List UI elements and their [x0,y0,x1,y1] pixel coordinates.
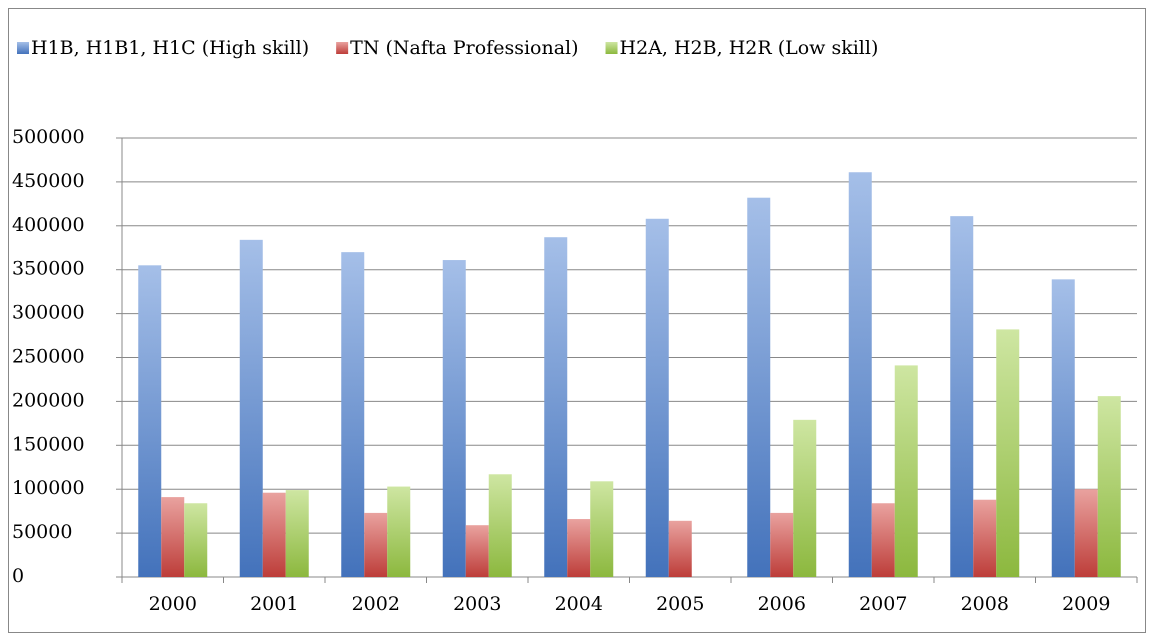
bar [544,237,568,578]
bar [161,497,185,577]
x-tick-label: 2005 [656,593,704,615]
bar [567,519,591,577]
y-tick-label: 450000 [12,170,85,192]
bar [793,419,817,577]
y-tick-label: 150000 [12,433,85,455]
x-tick-label: 2002 [352,593,400,615]
y-tick-label: 500000 [12,126,85,148]
bar [894,365,918,577]
x-tick-label: 2006 [758,593,806,615]
x-tick-label: 2004 [555,593,603,615]
bar [770,512,794,577]
legend-swatch [336,42,349,54]
bar [996,329,1020,577]
bar [1051,279,1075,577]
bar [1097,396,1121,577]
x-tick-label: 2008 [961,593,1009,615]
bar [465,525,489,577]
y-tick-label: 250000 [12,346,85,368]
legend-label: TN (Nafta Professional) [350,37,578,59]
x-tick-label: 2007 [859,593,907,615]
x-tick-label: 2009 [1062,593,1110,615]
bar [387,486,411,577]
bar [668,520,692,577]
bar [488,474,512,577]
bar [184,503,208,577]
bar [848,172,872,577]
y-tick-label: 200000 [12,389,85,411]
bar [747,197,771,578]
y-tick-label: 100000 [12,477,85,499]
bar [1074,489,1098,577]
y-tick-label: 0 [12,565,24,587]
bar [364,512,388,577]
bar [341,252,365,577]
legend-swatch [605,42,618,54]
bar [950,216,974,577]
bar [239,239,263,577]
bar [590,481,614,577]
bar [871,503,895,577]
legend-swatch [17,42,29,54]
bar [645,218,669,577]
bar [285,490,309,577]
y-tick-label: 300000 [12,302,85,324]
x-tick-label: 2001 [250,593,298,615]
bar [138,265,162,577]
bar [262,492,286,577]
legend-label: H1B, H1B1, H1C (High skill) [31,37,309,59]
bar [973,499,997,577]
x-tick-label: 2000 [149,593,197,615]
bar [442,260,466,577]
x-tick-label: 2003 [453,593,501,615]
legend-label: H2A, H2B, H2R (Low skill) [620,37,879,59]
y-tick-label: 50000 [12,521,72,543]
y-tick-label: 350000 [12,258,85,280]
y-tick-label: 400000 [12,214,85,236]
